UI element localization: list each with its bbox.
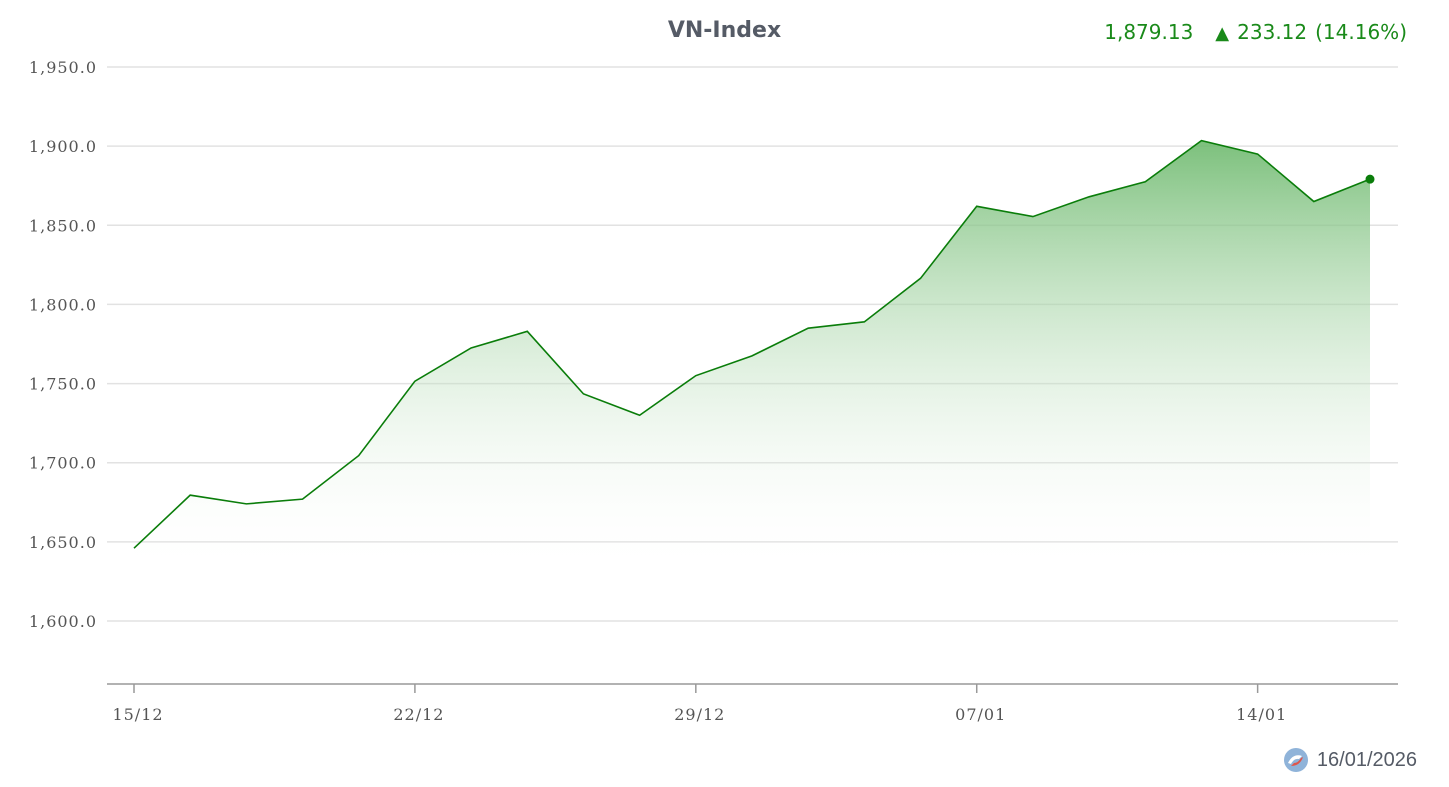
x-tick-label: 29/12 (674, 705, 725, 724)
y-tick-label: 1,850.0 (29, 216, 97, 235)
last-value: 1,879.13 (1104, 20, 1194, 44)
y-tick-label: 1,800.0 (29, 295, 97, 314)
y-axis-labels: 1,600.0 1,650.0 1,700.0 1,750.0 1,800.0 1,850… (29, 58, 97, 631)
y-tick-label: 1,600.0 (29, 612, 97, 631)
change-percent: (14.16%) (1315, 20, 1407, 44)
brand-logo-icon (1283, 748, 1308, 772)
x-axis (107, 683, 1398, 693)
y-tick-label: 1,750.0 (29, 375, 97, 394)
x-axis-labels: 15/12 22/12 29/12 07/01 14/01 (112, 705, 1287, 724)
up-triangle-icon: ▲ (1215, 23, 1230, 44)
change-value: 233.12 (1237, 20, 1308, 44)
x-tick-label: 22/12 (393, 705, 444, 724)
footer-date: 16/01/2026 (1316, 748, 1417, 771)
y-tick-label: 1,650.0 (29, 533, 97, 552)
y-tick-label: 1,900.0 (29, 137, 97, 156)
index-quote: 1,879.13 ▲ 233.12 (14.16%) (1104, 20, 1407, 44)
area-fill (134, 140, 1370, 576)
change-group: ▲ 233.12 (14.16%) (1215, 20, 1407, 44)
x-tick-label: 15/12 (112, 705, 163, 724)
y-tick-label: 1,700.0 (29, 454, 97, 473)
series-line (133, 139, 1375, 549)
last-point-marker (1365, 174, 1375, 184)
area-path (134, 140, 1370, 576)
y-tick-label: 1,950.0 (29, 58, 97, 77)
x-tick-label: 14/01 (1236, 705, 1287, 724)
x-tick-label: 07/01 (955, 705, 1006, 724)
footer: 16/01/2026 (1283, 747, 1417, 773)
chart-title: VN-Index (667, 18, 782, 43)
